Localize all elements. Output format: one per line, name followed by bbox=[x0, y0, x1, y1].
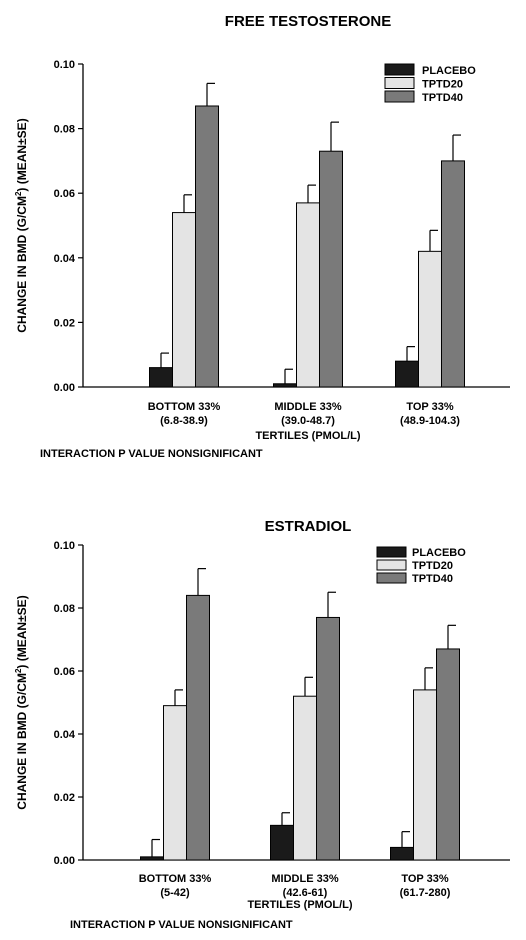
bar-placebo-1 bbox=[270, 824, 294, 861]
bar-tptd40-0 bbox=[195, 105, 219, 388]
legend-label-tptd40: TPTD40 bbox=[412, 573, 453, 585]
bar-tptd40-0 bbox=[186, 594, 210, 861]
x-category-label: MIDDLE 33% bbox=[271, 873, 338, 885]
legend-swatch-tptd40 bbox=[376, 572, 407, 584]
y-axis-label-tail: ) (MEAN±SE) bbox=[15, 118, 29, 191]
bar-tptd20-1 bbox=[296, 202, 320, 388]
y-axis-label-main: CHANGE IN BMD (G/CM bbox=[15, 673, 29, 810]
x-category-range: (48.9-104.3) bbox=[400, 415, 460, 427]
y-tick-label: 0.04 bbox=[54, 253, 76, 265]
chart-svg-free-testosterone: FREE TESTOSTERONE 0.00 0.02 0.04 0.06 0.08 0.1… bbox=[14, 13, 510, 460]
y-axis-label: CHANGE IN BMD (G/CM2) (MEAN±SE) bbox=[14, 118, 29, 332]
bar-tptd40-2 bbox=[441, 160, 465, 388]
y-axis-label-main: CHANGE IN BMD (G/CM bbox=[15, 196, 29, 333]
x-category-label: TOP 33% bbox=[401, 873, 449, 885]
chart-estradiol: ESTRADIOL 0.00 0.02 0.04 0.06 0.08 0.10 CHANGE … bbox=[0, 468, 526, 935]
y-tick-label: 0.08 bbox=[54, 124, 75, 136]
bar-tptd20-1 bbox=[293, 695, 317, 861]
y-axis-label-superscript: 2 bbox=[14, 191, 23, 196]
bar-tptd40-1 bbox=[316, 616, 340, 861]
legend-swatch-tptd40 bbox=[384, 90, 415, 103]
x-category-range: (6.8-38.9) bbox=[160, 415, 208, 427]
interaction-note: INTERACTION P VALUE NONSIGNIFICANT bbox=[70, 919, 293, 931]
chart-title: ESTRADIOL bbox=[265, 518, 352, 535]
bar-placebo-0 bbox=[140, 856, 164, 861]
x-category-range: (39.0-48.7) bbox=[281, 415, 335, 427]
y-tick-label: 0.10 bbox=[54, 540, 75, 552]
legend-swatch-placebo bbox=[384, 63, 415, 76]
x-category-range: (5-42) bbox=[160, 887, 190, 899]
x-axis-label: TERTILES (PMOL/L) bbox=[247, 899, 352, 911]
bar-tptd20-0 bbox=[172, 212, 196, 388]
legend-label-placebo: PLACEBO bbox=[422, 65, 476, 77]
legend-swatch-tptd20 bbox=[376, 559, 407, 571]
bar-placebo-1 bbox=[273, 383, 297, 388]
x-axis-label: TERTILES (PMOL/L) bbox=[255, 430, 360, 442]
legend-swatch-tptd20 bbox=[384, 77, 415, 89]
y-tick-label: 0.00 bbox=[54, 855, 75, 867]
legend-label-tptd20: TPTD20 bbox=[412, 560, 453, 572]
y-tick-label: 0.06 bbox=[54, 188, 75, 200]
y-tick-label: 0.02 bbox=[54, 792, 75, 804]
bar-placebo-0 bbox=[149, 367, 173, 388]
chart-free-testosterone: FREE TESTOSTERONE 0.00 0.02 0.04 0.06 0.08 0.1… bbox=[0, 0, 526, 468]
x-category-label: BOTTOM 33% bbox=[139, 873, 212, 885]
interaction-note: INTERACTION P VALUE NONSIGNIFICANT bbox=[40, 448, 263, 460]
legend-swatch-placebo bbox=[376, 546, 407, 558]
y-tick-label: 0.08 bbox=[54, 603, 75, 615]
y-tick-label: 0.02 bbox=[54, 317, 75, 329]
y-axis-label-superscript: 2 bbox=[14, 668, 23, 673]
x-category-label: MIDDLE 33% bbox=[274, 401, 341, 413]
legend-label-tptd20: TPTD20 bbox=[422, 79, 463, 91]
bar-placebo-2 bbox=[395, 360, 419, 388]
y-tick-label: 0.04 bbox=[54, 729, 76, 741]
y-tick-label: 0.06 bbox=[54, 666, 75, 678]
y-tick-label: 0.10 bbox=[54, 59, 75, 71]
y-axis-label: CHANGE IN BMD (G/CM2) (MEAN±SE) bbox=[14, 595, 29, 809]
x-category-range: (61.7-280) bbox=[400, 887, 451, 899]
bar-tptd20-2 bbox=[413, 689, 437, 861]
x-category-label: TOP 33% bbox=[406, 401, 454, 413]
x-category-label: BOTTOM 33% bbox=[148, 401, 221, 413]
x-category-range: (42.6-61) bbox=[283, 887, 328, 899]
legend-label-tptd40: TPTD40 bbox=[422, 92, 463, 104]
bar-tptd20-2 bbox=[418, 250, 442, 388]
legend-label-placebo: PLACEBO bbox=[412, 547, 466, 559]
bar-tptd40-1 bbox=[319, 150, 343, 388]
y-axis-label-tail: ) (MEAN±SE) bbox=[15, 595, 29, 668]
chart-title: FREE TESTOSTERONE bbox=[225, 13, 391, 30]
bar-tptd40-2 bbox=[436, 648, 460, 861]
bar-tptd20-0 bbox=[163, 705, 187, 861]
chart-svg-estradiol: ESTRADIOL 0.00 0.02 0.04 0.06 0.08 0.10 CHANGE … bbox=[14, 518, 510, 931]
bar-placebo-2 bbox=[390, 846, 414, 861]
y-tick-label: 0.00 bbox=[54, 382, 75, 394]
